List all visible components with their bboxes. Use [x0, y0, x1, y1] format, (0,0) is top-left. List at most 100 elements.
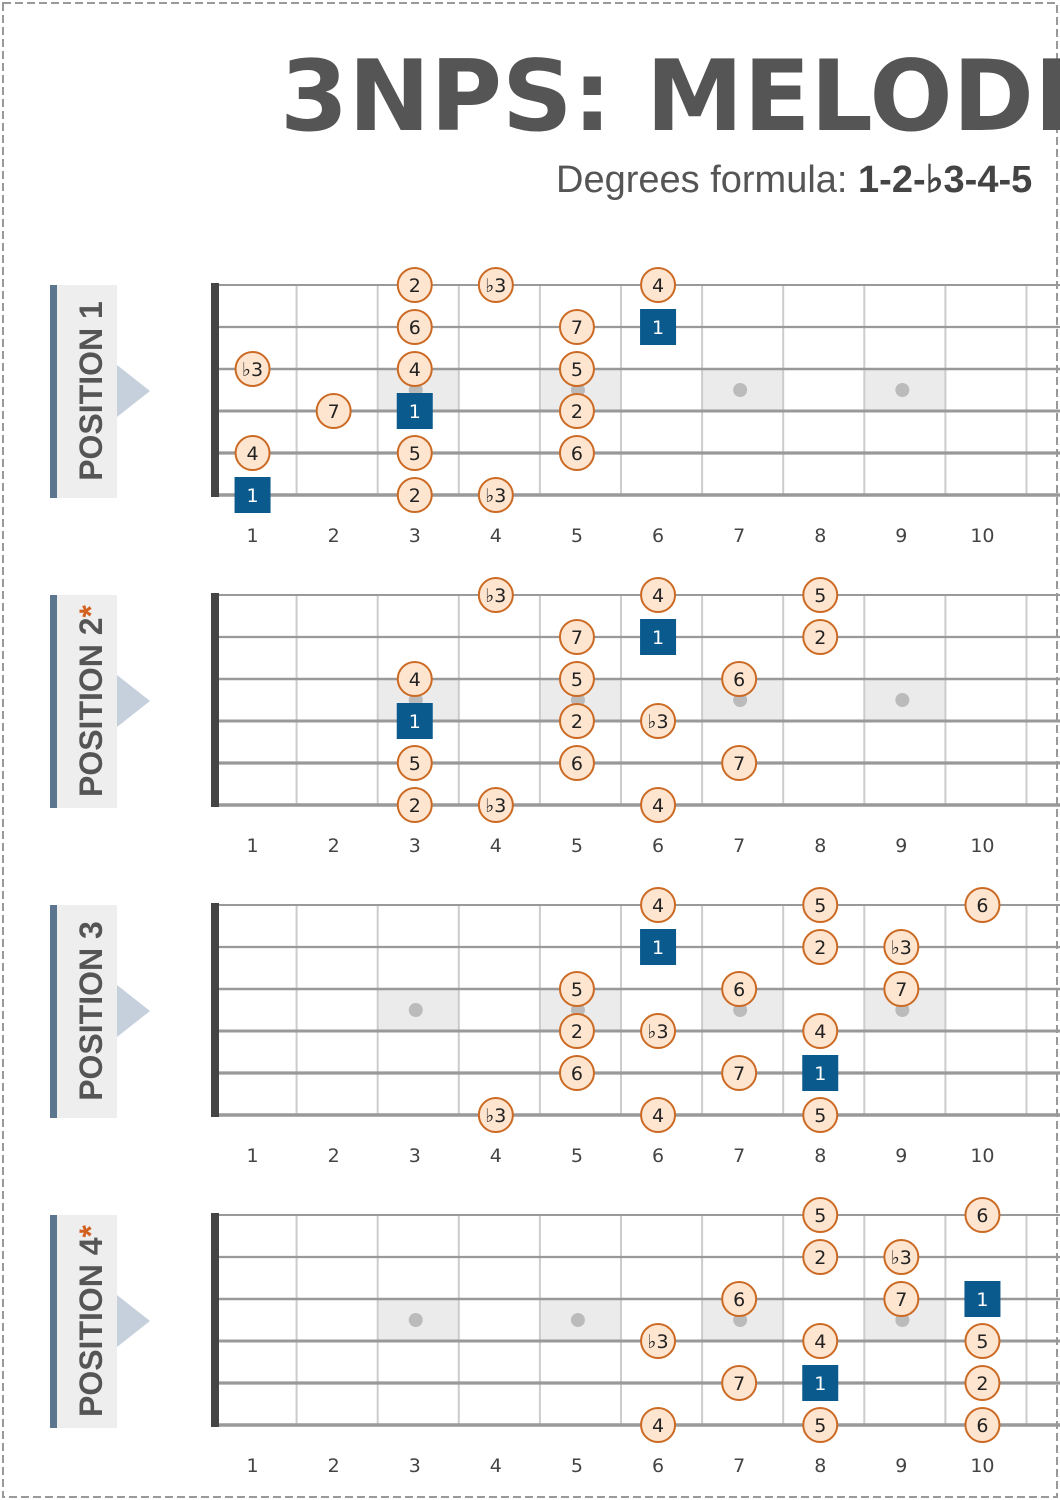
note: 4 [640, 577, 677, 613]
note: 6 [721, 1281, 758, 1317]
fret-number: 8 [814, 1455, 826, 1477]
note: 6 [721, 661, 758, 697]
note-label: 4 [652, 1415, 664, 1437]
note-label: ♭3 [891, 1247, 912, 1269]
fret-number: 2 [328, 1145, 340, 1167]
note: ♭3 [477, 477, 514, 513]
title: 3NPS: MELODIC [280, 40, 1060, 154]
position-arrow [117, 985, 150, 1037]
note: 5 [802, 1407, 839, 1443]
note-circle [721, 661, 758, 697]
note-label: 4 [652, 585, 664, 607]
note-label: 1 [247, 485, 259, 507]
note-circle [558, 1013, 595, 1049]
root-note: 1 [640, 309, 677, 345]
note: ♭3 [883, 1239, 920, 1275]
note-label: 6 [976, 1205, 988, 1227]
note-label: 5 [571, 979, 583, 1001]
note-label: 2 [976, 1373, 988, 1395]
position-tab [50, 1215, 117, 1428]
note: 6 [721, 971, 758, 1007]
root-square [234, 477, 271, 513]
note-circle [558, 619, 595, 655]
note-circle [640, 1013, 677, 1049]
note: 4 [396, 661, 433, 697]
note-label: 7 [733, 1063, 745, 1085]
root-square [964, 1281, 1001, 1317]
position-marker: * [73, 1224, 109, 1237]
note-label: 4 [652, 795, 664, 817]
fret-number: 9 [895, 1455, 907, 1477]
note-label: ♭3 [648, 711, 669, 733]
fretboard: 1 2 3 4 5 6 7 8 9 10 POSITION 2* ♭3 4 5 7 1 2 4 5 6 1 2 ♭3 5 6 7 2… [50, 577, 1060, 857]
position-label-text: POSITION 1 [73, 301, 109, 481]
position-label-text: POSITION 2 [73, 617, 109, 797]
note-label: 7 [571, 627, 583, 649]
note-label: ♭3 [485, 275, 506, 297]
note: 2 [802, 619, 839, 655]
fret-number: 5 [571, 525, 583, 547]
note-label: 4 [814, 1021, 826, 1043]
note-circle [558, 703, 595, 739]
note-circle [234, 351, 271, 387]
fret-number: 8 [814, 1145, 826, 1167]
position-tab-bar [50, 1215, 57, 1428]
note: 7 [883, 1281, 920, 1317]
fret-number: 6 [652, 525, 664, 547]
note-label: 4 [409, 359, 421, 381]
note: 5 [558, 971, 595, 1007]
fret-number: 6 [652, 1145, 664, 1167]
root-square [802, 1055, 839, 1091]
note-circle [640, 1323, 677, 1359]
note-circle [640, 1097, 677, 1133]
note-label: 7 [571, 317, 583, 339]
position-label-text: POSITION 4 [73, 1237, 109, 1417]
position-label: POSITION 2* [73, 604, 109, 797]
fret-number: 4 [490, 835, 502, 857]
note: 5 [802, 887, 839, 923]
note-label: 1 [409, 711, 421, 733]
nut [211, 1213, 219, 1427]
note-circle [396, 661, 433, 697]
note-circle [964, 1323, 1001, 1359]
note-label: ♭3 [485, 1105, 506, 1127]
note: 5 [802, 1097, 839, 1133]
note: 5 [396, 745, 433, 781]
note-label: 2 [409, 795, 421, 817]
note-label: 1 [652, 627, 664, 649]
note-circle [883, 1281, 920, 1317]
note-circle [883, 929, 920, 965]
note-label: 7 [895, 1289, 907, 1311]
fret-number: 10 [970, 1455, 994, 1477]
note: 2 [802, 929, 839, 965]
note-label: 5 [409, 443, 421, 465]
fret-number: 9 [895, 835, 907, 857]
note-label: 5 [814, 1415, 826, 1437]
note: 4 [396, 351, 433, 387]
note-label: ♭3 [648, 1331, 669, 1353]
root-note: 1 [640, 619, 677, 655]
note: ♭3 [640, 1323, 677, 1359]
note-label: 4 [652, 275, 664, 297]
note-circle [396, 787, 433, 823]
note-circle [640, 787, 677, 823]
note-label: 2 [409, 485, 421, 507]
inlay-dot [895, 693, 910, 707]
inlay-dot [408, 1313, 423, 1327]
position-label-text: POSITION 3 [73, 921, 109, 1101]
fret-number: 7 [733, 835, 745, 857]
note: 4 [640, 787, 677, 823]
note-circle [558, 971, 595, 1007]
note-label: 5 [814, 1105, 826, 1127]
note: ♭3 [477, 787, 514, 823]
root-square [396, 393, 433, 429]
note-circle [640, 887, 677, 923]
root-square [640, 929, 677, 965]
note-label: 4 [814, 1331, 826, 1353]
fret-number: 3 [409, 835, 421, 857]
fret-number: 4 [490, 525, 502, 547]
note-label: 6 [733, 979, 745, 1001]
nut [211, 903, 219, 1117]
note-circle [883, 971, 920, 1007]
